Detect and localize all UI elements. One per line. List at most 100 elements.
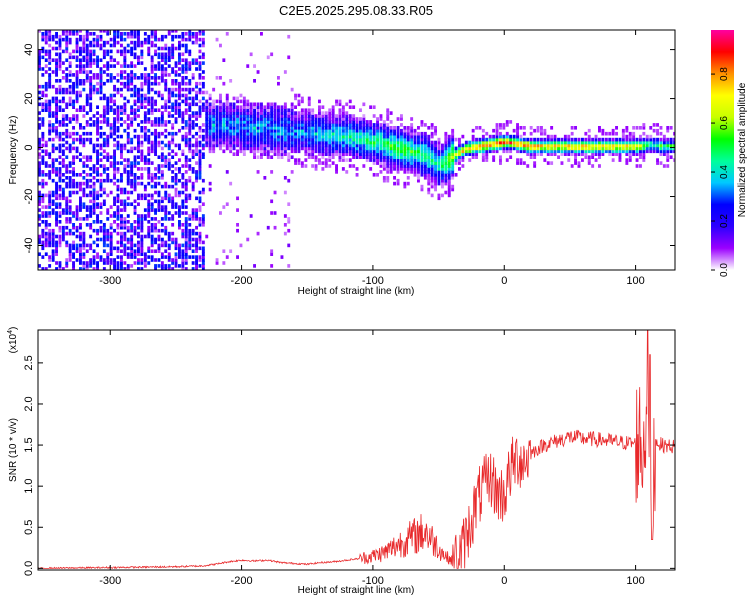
spectrogram-cell [96, 61, 99, 65]
spectrogram-cell [236, 111, 239, 115]
spectrogram-cell [133, 173, 137, 177]
spectrogram-cell [365, 143, 369, 148]
spectrogram-cell [437, 152, 441, 156]
spectrogram-cell [48, 61, 52, 65]
spectrogram-cell [673, 149, 675, 154]
spectrogram-cell [106, 193, 110, 198]
spectrogram-cell [222, 120, 226, 124]
spectrogram-cell [137, 90, 140, 95]
spectrogram-cell [164, 34, 168, 39]
spectrogram-cell [154, 137, 157, 142]
spectrogram-cell [563, 152, 567, 156]
spectrogram-cell [143, 93, 147, 98]
spectrogram-cell [92, 205, 96, 209]
spectrogram-cell [38, 173, 41, 177]
spectrogram-cell [253, 79, 256, 83]
spectrogram-cell [44, 181, 48, 186]
spectrogram-cell [120, 202, 123, 206]
spectrogram-cell [61, 196, 65, 201]
spectrogram-cell [335, 99, 338, 104]
spectrogram-cell [99, 30, 103, 33]
spectrogram-cell [403, 131, 407, 136]
spectrogram-cell [82, 205, 86, 209]
spectrogram-cell [341, 128, 345, 133]
spectrogram-cell [48, 199, 52, 204]
spectrogram-cell [113, 164, 116, 168]
spectrogram-cell [130, 137, 134, 142]
spectrogram-cell [154, 108, 157, 112]
spectrogram-cell [147, 255, 151, 259]
spectrogram-cell [96, 261, 99, 265]
spectrogram-cell [198, 173, 202, 177]
spectrogram-cell [51, 208, 55, 212]
spectrogram-cell [256, 70, 260, 74]
spectrogram-cell [471, 140, 475, 145]
spectrogram-cell [167, 211, 171, 215]
spectrogram-cell [126, 225, 130, 230]
spectrogram-cell [328, 143, 332, 148]
spectrogram-cell [133, 40, 137, 45]
spectrogram-cell [126, 176, 130, 180]
spectrogram-cell [82, 202, 86, 206]
spectrogram-cell [75, 249, 79, 253]
spectrogram-cell [423, 143, 427, 148]
spectrogram-cell [352, 105, 356, 109]
spectrogram-cell [471, 134, 475, 139]
spectrogram-cell [540, 137, 543, 142]
spectrogram-cell [359, 146, 362, 151]
spectrogram-cell [130, 120, 134, 124]
spectrogram-cell [137, 223, 140, 227]
spectrogram-cell [294, 114, 297, 118]
spectrogram-cell [348, 134, 352, 139]
spectrogram-cell [212, 149, 216, 154]
spectrogram-cell [184, 211, 188, 215]
spectrogram-cell [143, 184, 147, 189]
spectrogram-cell [441, 184, 444, 189]
spectrogram-cell [44, 140, 48, 145]
spectrogram-cell [120, 258, 123, 262]
spectrogram-cell [352, 114, 356, 118]
spectrogram-cell [311, 114, 315, 118]
spectrogram-cell [85, 46, 89, 51]
spectrogram-cell [246, 111, 250, 115]
snr-ytick-label: 0.0 [23, 561, 35, 576]
spectrogram-cell [389, 146, 393, 151]
spectrogram-cell [143, 161, 147, 165]
spectrogram-cell [400, 167, 403, 171]
spectrogram-cell [287, 158, 291, 162]
spectrogram-cell [239, 126, 243, 130]
spectrogram-cell [382, 176, 386, 180]
spectrogram-cell [403, 181, 407, 186]
spectrogram-cell [106, 67, 110, 71]
spectrogram-cell [137, 143, 140, 148]
spectrogram-cell [157, 202, 161, 206]
spectrogram-cell [290, 134, 294, 139]
spectrogram-cell [212, 108, 216, 112]
spectrogram-cell [174, 176, 178, 180]
spectrogram-cell [171, 79, 175, 83]
spectrogram-cell [167, 58, 171, 62]
colorbar-tick-label: 0.2 [719, 214, 730, 228]
spectrogram-cell [120, 208, 123, 212]
spectrogram-cell [126, 79, 130, 83]
spectrogram-cell [130, 93, 134, 98]
spectrogram-cell [126, 161, 130, 165]
spectrogram-cell [140, 249, 144, 253]
spectrogram-cell [232, 96, 236, 101]
spectrogram-cell [273, 123, 277, 127]
spectrogram-cell [338, 123, 342, 127]
spectrogram-cell [335, 123, 338, 127]
spectrogram-cell [300, 164, 304, 168]
spectrogram-cell [188, 49, 192, 54]
spectrogram-cell [437, 173, 441, 177]
spectrogram-cell [79, 255, 82, 259]
spectrogram-cell [171, 196, 175, 201]
spectrogram-cell [130, 52, 134, 57]
spectrogram-cell [79, 237, 82, 242]
spectrogram-cell [219, 211, 222, 215]
spectrogram-cell [58, 134, 62, 139]
spectrogram-cell [82, 137, 86, 142]
spectrogram-cell [92, 208, 96, 212]
spectrogram-cell [338, 143, 342, 148]
spectrogram-cell [471, 146, 475, 151]
